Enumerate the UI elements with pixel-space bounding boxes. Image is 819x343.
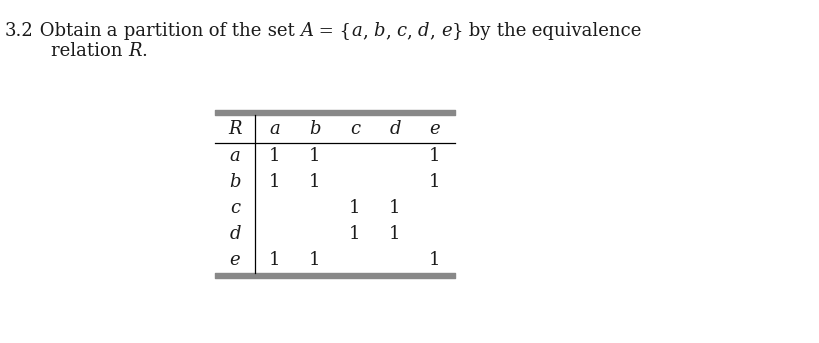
- Text: 1: 1: [428, 173, 441, 191]
- Text: ,: ,: [406, 22, 412, 40]
- Text: d: d: [389, 120, 400, 138]
- Text: 1: 1: [428, 251, 441, 269]
- Text: a: a: [102, 22, 118, 40]
- Text: 1: 1: [309, 173, 320, 191]
- Text: 1: 1: [428, 147, 441, 165]
- Text: the: the: [490, 22, 525, 40]
- Text: a: a: [229, 147, 240, 165]
- Text: a: a: [351, 22, 361, 40]
- Text: partition: partition: [118, 22, 203, 40]
- Text: e: e: [429, 120, 440, 138]
- Text: .: .: [142, 42, 147, 60]
- Text: R: R: [228, 120, 242, 138]
- Text: ,: ,: [429, 22, 435, 40]
- Text: c: c: [350, 120, 360, 138]
- Text: c: c: [396, 22, 406, 40]
- Text: b: b: [309, 120, 320, 138]
- Text: = {: = {: [313, 22, 351, 40]
- Text: c: c: [229, 199, 240, 217]
- Text: 1: 1: [269, 147, 280, 165]
- Text: A: A: [300, 22, 313, 40]
- Text: a: a: [269, 120, 280, 138]
- Text: d: d: [418, 22, 429, 40]
- Text: }: }: [451, 22, 463, 40]
- Text: ,: ,: [361, 22, 367, 40]
- Text: 1: 1: [269, 251, 280, 269]
- Text: ,: ,: [385, 22, 391, 40]
- Text: 1: 1: [349, 225, 360, 243]
- Text: the: the: [226, 22, 261, 40]
- Text: equivalence: equivalence: [525, 22, 640, 40]
- Text: 1: 1: [389, 199, 400, 217]
- Text: 1: 1: [309, 147, 320, 165]
- Text: relation: relation: [28, 42, 128, 60]
- Text: 1: 1: [269, 173, 280, 191]
- Text: d: d: [229, 225, 241, 243]
- Text: set: set: [261, 22, 294, 40]
- Text: R: R: [128, 42, 142, 60]
- Text: b: b: [373, 22, 385, 40]
- Text: 1: 1: [389, 225, 400, 243]
- Text: of: of: [203, 22, 226, 40]
- Text: e: e: [441, 22, 451, 40]
- Text: b: b: [229, 173, 241, 191]
- Text: e: e: [229, 251, 240, 269]
- Text: by: by: [463, 22, 490, 40]
- Text: 3.2: 3.2: [5, 22, 34, 40]
- Text: Obtain: Obtain: [34, 22, 102, 40]
- Text: 1: 1: [349, 199, 360, 217]
- Text: 1: 1: [309, 251, 320, 269]
